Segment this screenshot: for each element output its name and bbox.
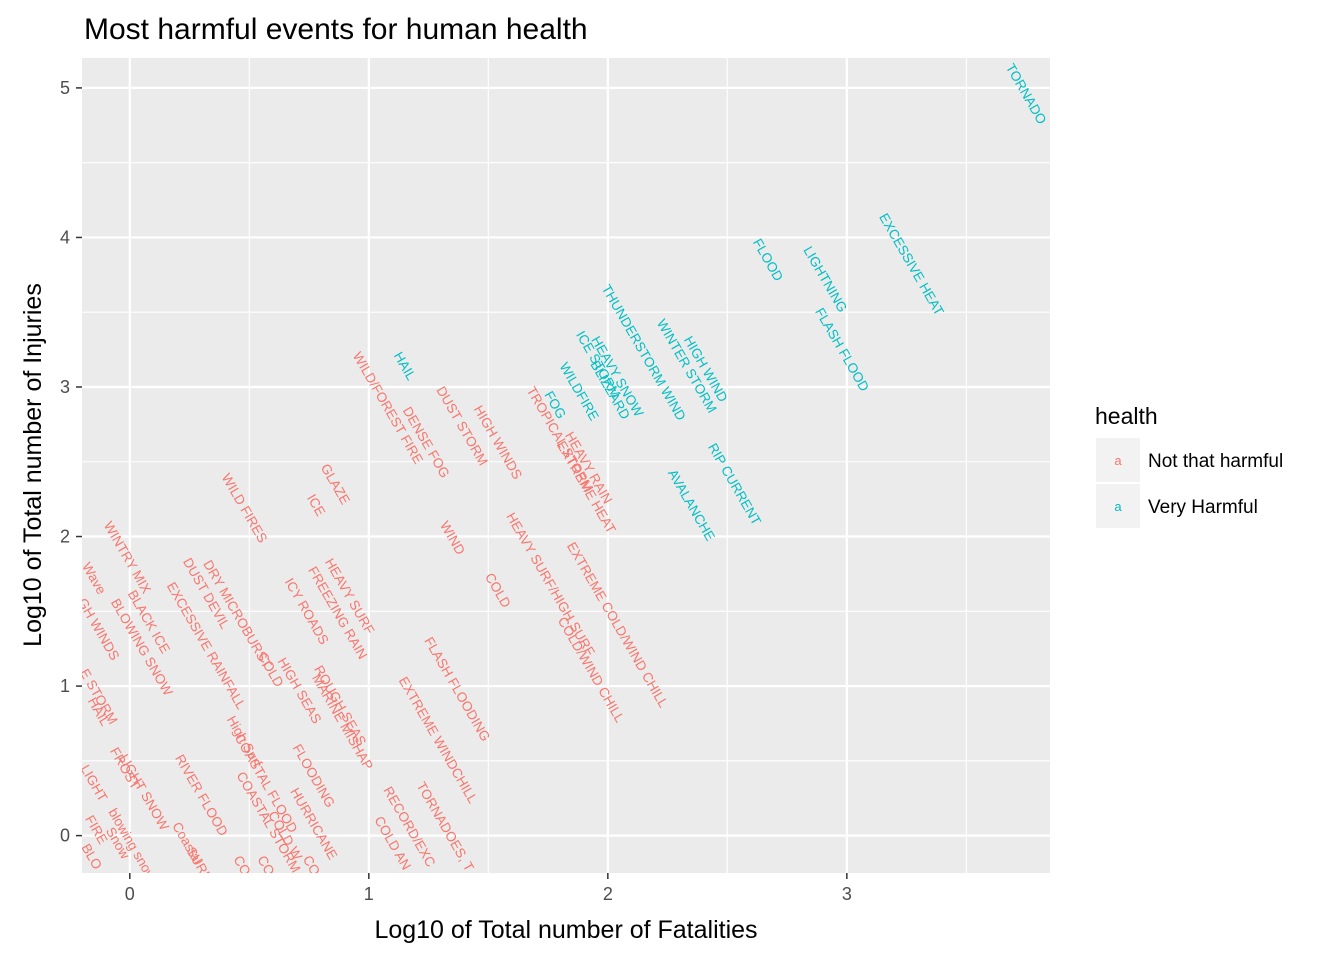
y-tick-label: 4: [60, 227, 70, 247]
y-tick-label: 0: [60, 826, 70, 846]
y-tick-label: 3: [60, 377, 70, 397]
legend-key: [1096, 438, 1140, 482]
legend-label: Very Harmful: [1148, 497, 1258, 518]
major-gridlines: [82, 58, 1050, 873]
x-tick-label: 2: [603, 884, 613, 904]
x-tick-label: 1: [364, 884, 374, 904]
y-tick-label: 1: [60, 676, 70, 696]
legend-items: a Not that harmful a Very Harmful: [1096, 438, 1283, 528]
legend-key: [1096, 484, 1140, 528]
x-axis-title: Log10 of Total number of Fatalities: [374, 916, 757, 944]
plot-panel: [82, 58, 1050, 873]
y-axis-title: Log10 of Total number of Injuries: [19, 283, 47, 647]
x-tick-label: 0: [125, 884, 135, 904]
y-tick-label: 5: [60, 78, 70, 98]
x-tick-label: 3: [842, 884, 852, 904]
minor-gridlines: [82, 58, 1050, 873]
legend-title: health: [1095, 403, 1158, 429]
x-axis-ticks: 0 1 2 3: [125, 873, 852, 904]
y-axis-ticks: 0 1 2 3 4 5: [60, 78, 82, 846]
chart-title: Most harmful events for human health: [84, 13, 588, 46]
y-tick-label: 2: [60, 527, 70, 547]
legend-glyph: a: [1114, 499, 1122, 514]
legend-glyph: a: [1114, 453, 1122, 468]
legend-label: Not that harmful: [1148, 451, 1283, 472]
legend: health a Not that harmful a Very Harmful: [1095, 403, 1283, 528]
